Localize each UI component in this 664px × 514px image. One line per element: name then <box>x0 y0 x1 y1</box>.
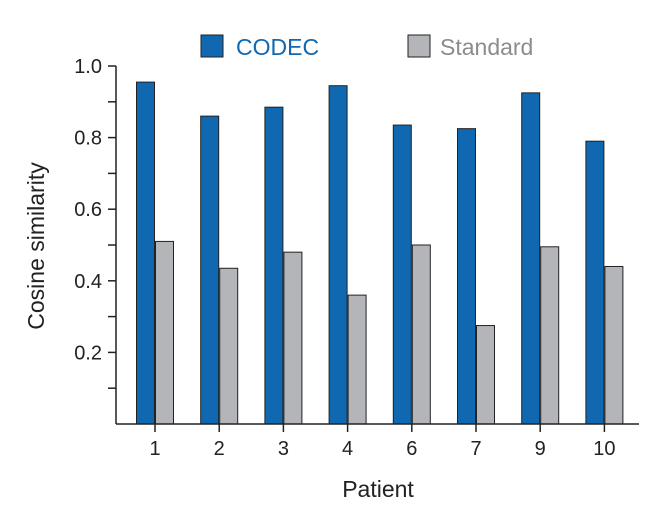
legend-label-codec: CODEC <box>236 34 319 60</box>
y-axis-title: Cosine similarity <box>23 162 49 330</box>
x-tick-label: 4 <box>342 438 353 460</box>
y-tick-label: 1.0 <box>74 56 102 78</box>
bar-standard-patient-4 <box>347 294 367 425</box>
bar-standard-patient-9 <box>540 246 560 425</box>
x-tick-label: 10 <box>593 438 615 460</box>
x-tick-label: 2 <box>214 438 225 460</box>
bar-codec-patient-3 <box>264 106 284 425</box>
bar-standard-patient-10 <box>604 265 624 425</box>
x-tick-label: 9 <box>535 438 546 460</box>
bar-codec-patient-6 <box>392 124 412 425</box>
y-tick-label: 0.4 <box>74 271 102 293</box>
x-ticks-group: 1 2 3 4 6 7 9 10 <box>149 424 616 460</box>
legend-swatch-codec <box>200 34 224 58</box>
bar-codec-patient-4 <box>328 85 348 425</box>
bar-codec-patient-2 <box>200 115 220 425</box>
axes-group <box>115 66 639 425</box>
legend: CODEC Standard <box>200 34 533 60</box>
legend-swatch-standard <box>407 34 431 58</box>
y-tick-label: 0.8 <box>74 128 102 150</box>
y-tick-label: 0.6 <box>74 199 102 221</box>
bar-standard-patient-2 <box>219 267 239 425</box>
x-tick-label: 6 <box>406 438 417 460</box>
bar-standard-patient-3 <box>283 251 303 425</box>
x-tick-label: 7 <box>470 438 481 460</box>
legend-label-standard: Standard <box>440 34 533 60</box>
bar-standard-patient-7 <box>476 325 495 425</box>
bar-codec-patient-10 <box>585 140 605 425</box>
y-tick-label: 0.2 <box>74 342 102 364</box>
bars-group <box>136 81 624 425</box>
bar-standard-patient-1 <box>155 240 174 425</box>
bar-standard-patient-6 <box>411 244 431 425</box>
x-tick-label: 1 <box>149 438 160 460</box>
x-axis-title: Patient <box>342 476 414 502</box>
bar-codec-patient-1 <box>136 81 155 425</box>
bar-codec-patient-9 <box>521 92 541 425</box>
y-ticks-group: 0.2 0.4 0.6 0.8 1.0 <box>74 56 116 389</box>
x-tick-label: 3 <box>278 438 289 460</box>
bar-codec-patient-7 <box>457 128 476 425</box>
